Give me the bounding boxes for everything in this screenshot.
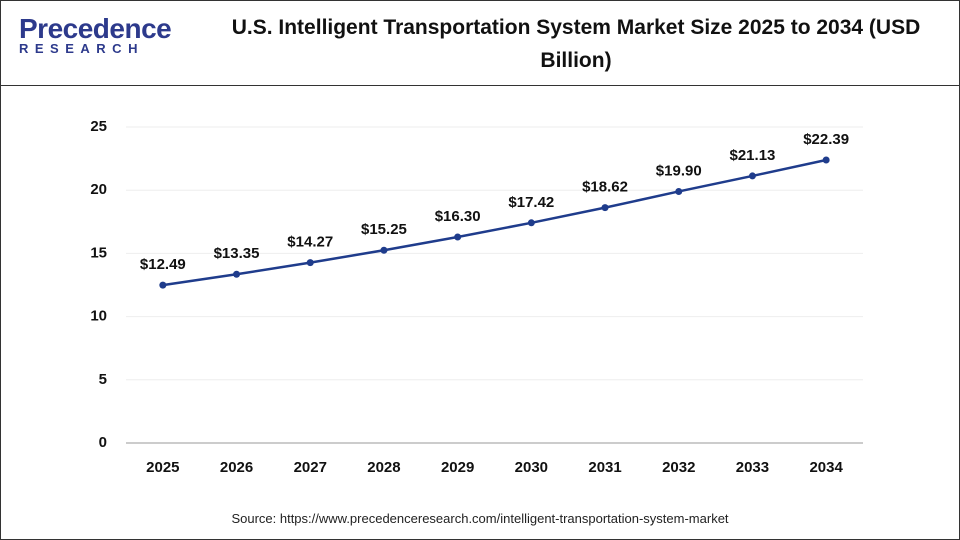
data-label: $12.49 [140,256,186,273]
y-tick-label: 15 [90,244,107,261]
data-label: $15.25 [361,221,407,238]
x-tick-label: 2032 [662,459,695,476]
data-point [748,172,756,180]
data-label: $16.30 [435,208,481,225]
data-label: $22.39 [803,131,849,148]
y-tick-label: 25 [90,118,107,135]
data-point [233,270,241,278]
x-tick-label: 2026 [220,459,253,476]
data-point [822,156,830,164]
x-tick-label: 2028 [367,459,400,476]
x-tick-label: 2034 [809,459,843,476]
data-point [675,187,683,195]
data-label: $17.42 [508,194,554,211]
x-tick-label: 2029 [441,459,474,476]
x-tick-label: 2033 [736,459,769,476]
data-label: $18.62 [582,179,628,196]
data-label: $21.13 [730,147,776,164]
logo-subtext: RESEARCH [19,41,144,56]
series-line [162,158,827,287]
data-point [380,246,388,254]
data-point [601,204,609,212]
data-point [527,219,535,227]
y-tick-label: 0 [99,434,107,451]
x-tick-label: 2030 [515,459,548,476]
y-tick-label: 20 [90,181,107,198]
chart-title: U.S. Intelligent Transportation System M… [231,16,921,72]
y-tick-label: 10 [90,308,107,325]
header-rule [1,85,959,86]
data-point [454,233,462,241]
data-label: $13.35 [214,245,260,262]
logo-text: Precedence [19,13,172,44]
x-tick-label: 2027 [294,459,327,476]
data-point [159,281,167,289]
y-tick-label: 5 [99,371,107,388]
logo: Precedence RESEARCH [19,13,172,56]
source-note: Source: https://www.precedenceresearch.c… [231,511,729,526]
data-label: $19.90 [656,162,702,179]
data-label: $14.27 [287,234,333,251]
x-tick-label: 2025 [146,459,179,476]
x-tick-label: 2031 [588,459,621,476]
data-point [306,259,314,267]
